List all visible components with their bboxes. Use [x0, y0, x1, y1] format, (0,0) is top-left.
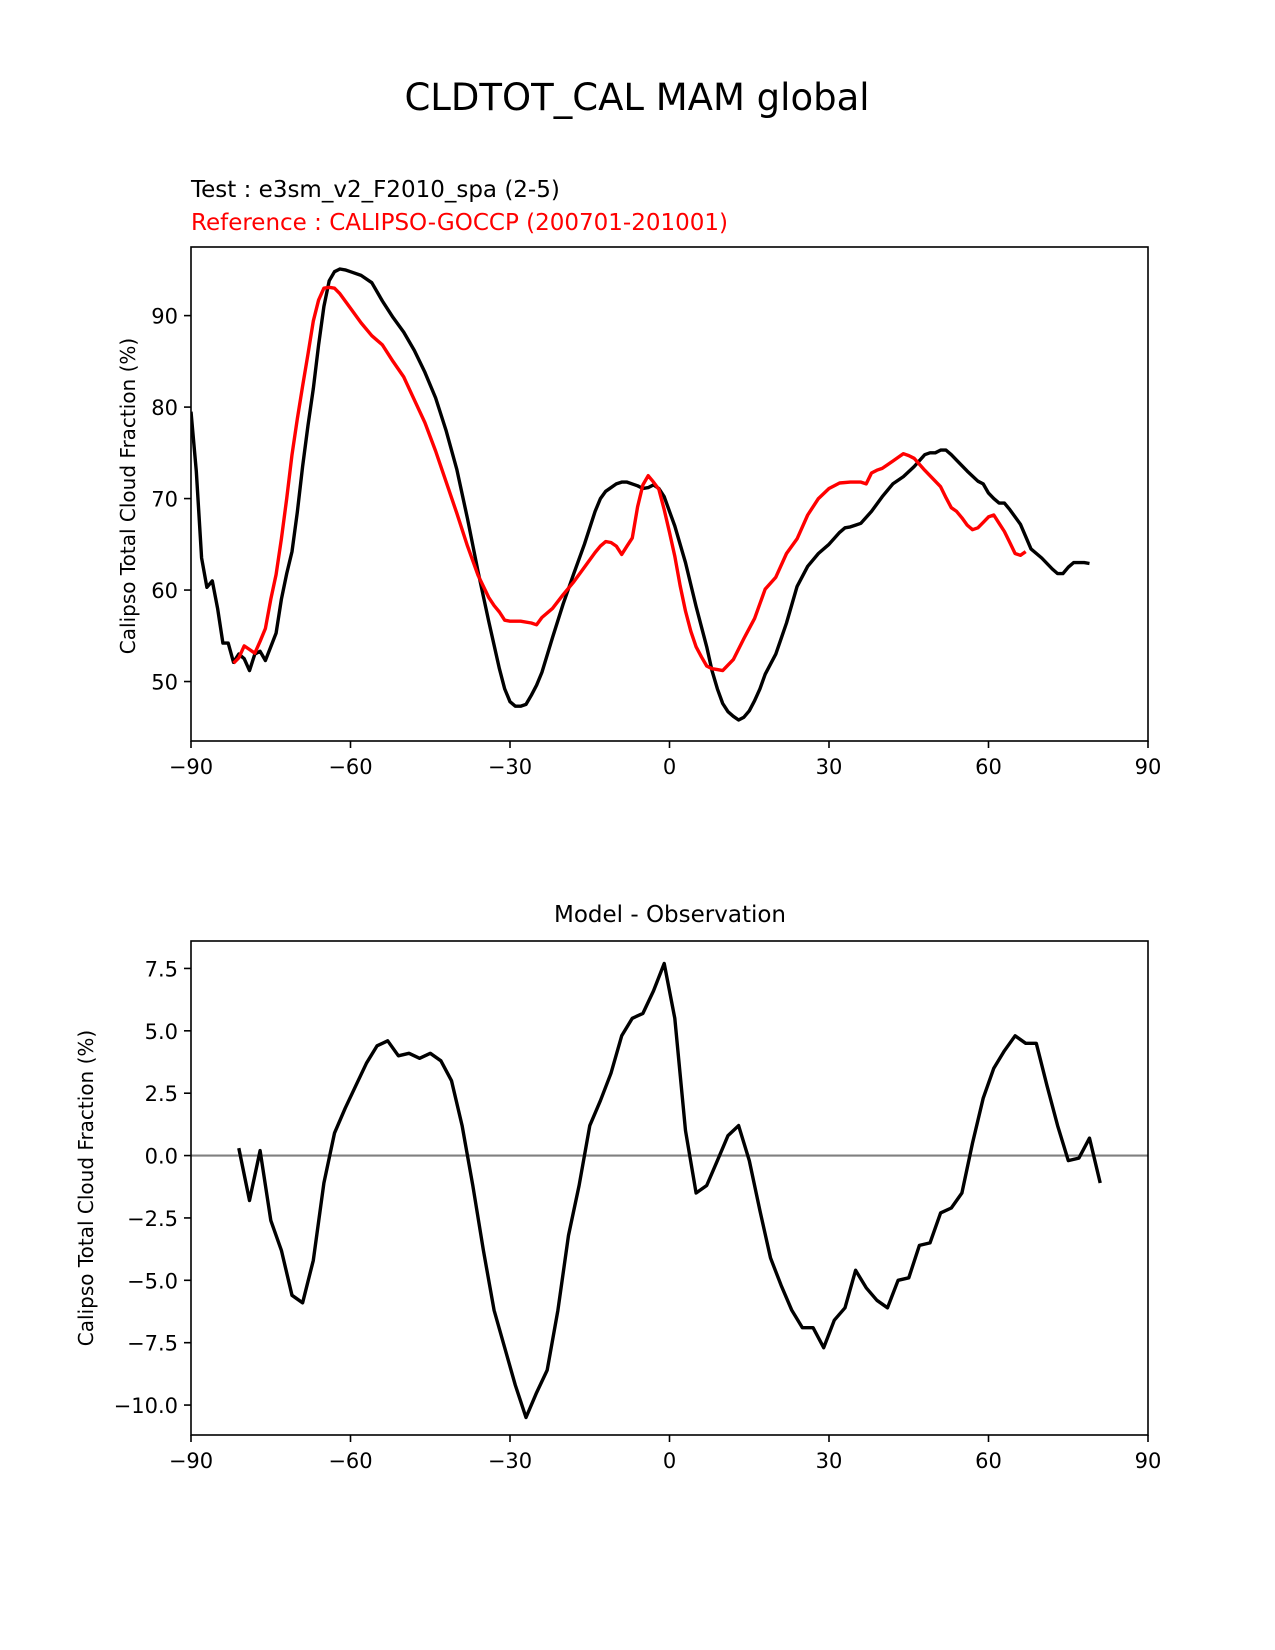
- y-tick-label: 0.0: [145, 1145, 178, 1169]
- y-tick-label: 90: [151, 305, 178, 329]
- y-tick-label: 7.5: [145, 957, 178, 981]
- top-plot-marks: −90 −60 −30 0 30 60 90 50 60 70 80 90: [151, 246, 1162, 779]
- y-tick-label: 2.5: [145, 1082, 178, 1106]
- x-tick-label: 30: [816, 1449, 843, 1473]
- x-tick-label: −90: [169, 755, 213, 779]
- series-line-test: [191, 267, 1090, 722]
- x-tick-label: 60: [975, 1449, 1002, 1473]
- y-tick-label: −10.0: [114, 1394, 178, 1418]
- x-tick-label: 90: [1135, 755, 1162, 779]
- axes-frame: [190, 246, 1149, 742]
- x-tick-label: 0: [663, 755, 676, 779]
- bottom-plot-marks: −90 −60 −30 0 30 60 90 7.5 5.0 2.5 0.0 −2.5 −5.0 −7.5…: [114, 940, 1162, 1473]
- figure-title: CLDTOT_CAL MAM global: [404, 76, 869, 119]
- y-tick-label: −5.0: [127, 1269, 178, 1293]
- difference-title: Model - Observation: [554, 902, 786, 928]
- x-tick-label: 90: [1135, 1449, 1162, 1473]
- axes-frame: [190, 940, 1149, 1436]
- series-line-reference: [232, 285, 1027, 673]
- y-tick-label: 50: [151, 671, 178, 695]
- y-axis-label: Calipso Total Cloud Fraction (%): [116, 338, 140, 654]
- y-axis-label: Calipso Total Cloud Fraction (%): [74, 1030, 98, 1346]
- x-tick-label: −30: [488, 755, 532, 779]
- x-tick-label: 0: [663, 1449, 676, 1473]
- y-tick-label: 70: [151, 488, 178, 512]
- x-tick-label: −60: [328, 1449, 372, 1473]
- zonal-mean-panel: Test : e3sm_v2_F2010_spa (2-5) Reference…: [116, 177, 1161, 779]
- difference-panel: Model - Observation Calipso Total Cloud …: [74, 902, 1161, 1473]
- x-tick-label: −60: [328, 755, 372, 779]
- x-tick-label: −90: [169, 1449, 213, 1473]
- x-tick-label: 60: [975, 755, 1002, 779]
- series-line-model-observation: [237, 961, 1102, 1420]
- y-tick-label: 60: [151, 579, 178, 603]
- y-tick-label: 80: [151, 396, 178, 420]
- y-tick-label: 5.0: [145, 1020, 178, 1044]
- test-label: Test : e3sm_v2_F2010_spa (2-5): [190, 177, 560, 203]
- x-tick-label: −30: [488, 1449, 532, 1473]
- reference-label: Reference : CALIPSO-GOCCP (200701-201001…: [191, 210, 728, 236]
- x-tick-label: 30: [816, 755, 843, 779]
- y-tick-label: −2.5: [127, 1207, 178, 1231]
- y-tick-label: −7.5: [127, 1332, 178, 1356]
